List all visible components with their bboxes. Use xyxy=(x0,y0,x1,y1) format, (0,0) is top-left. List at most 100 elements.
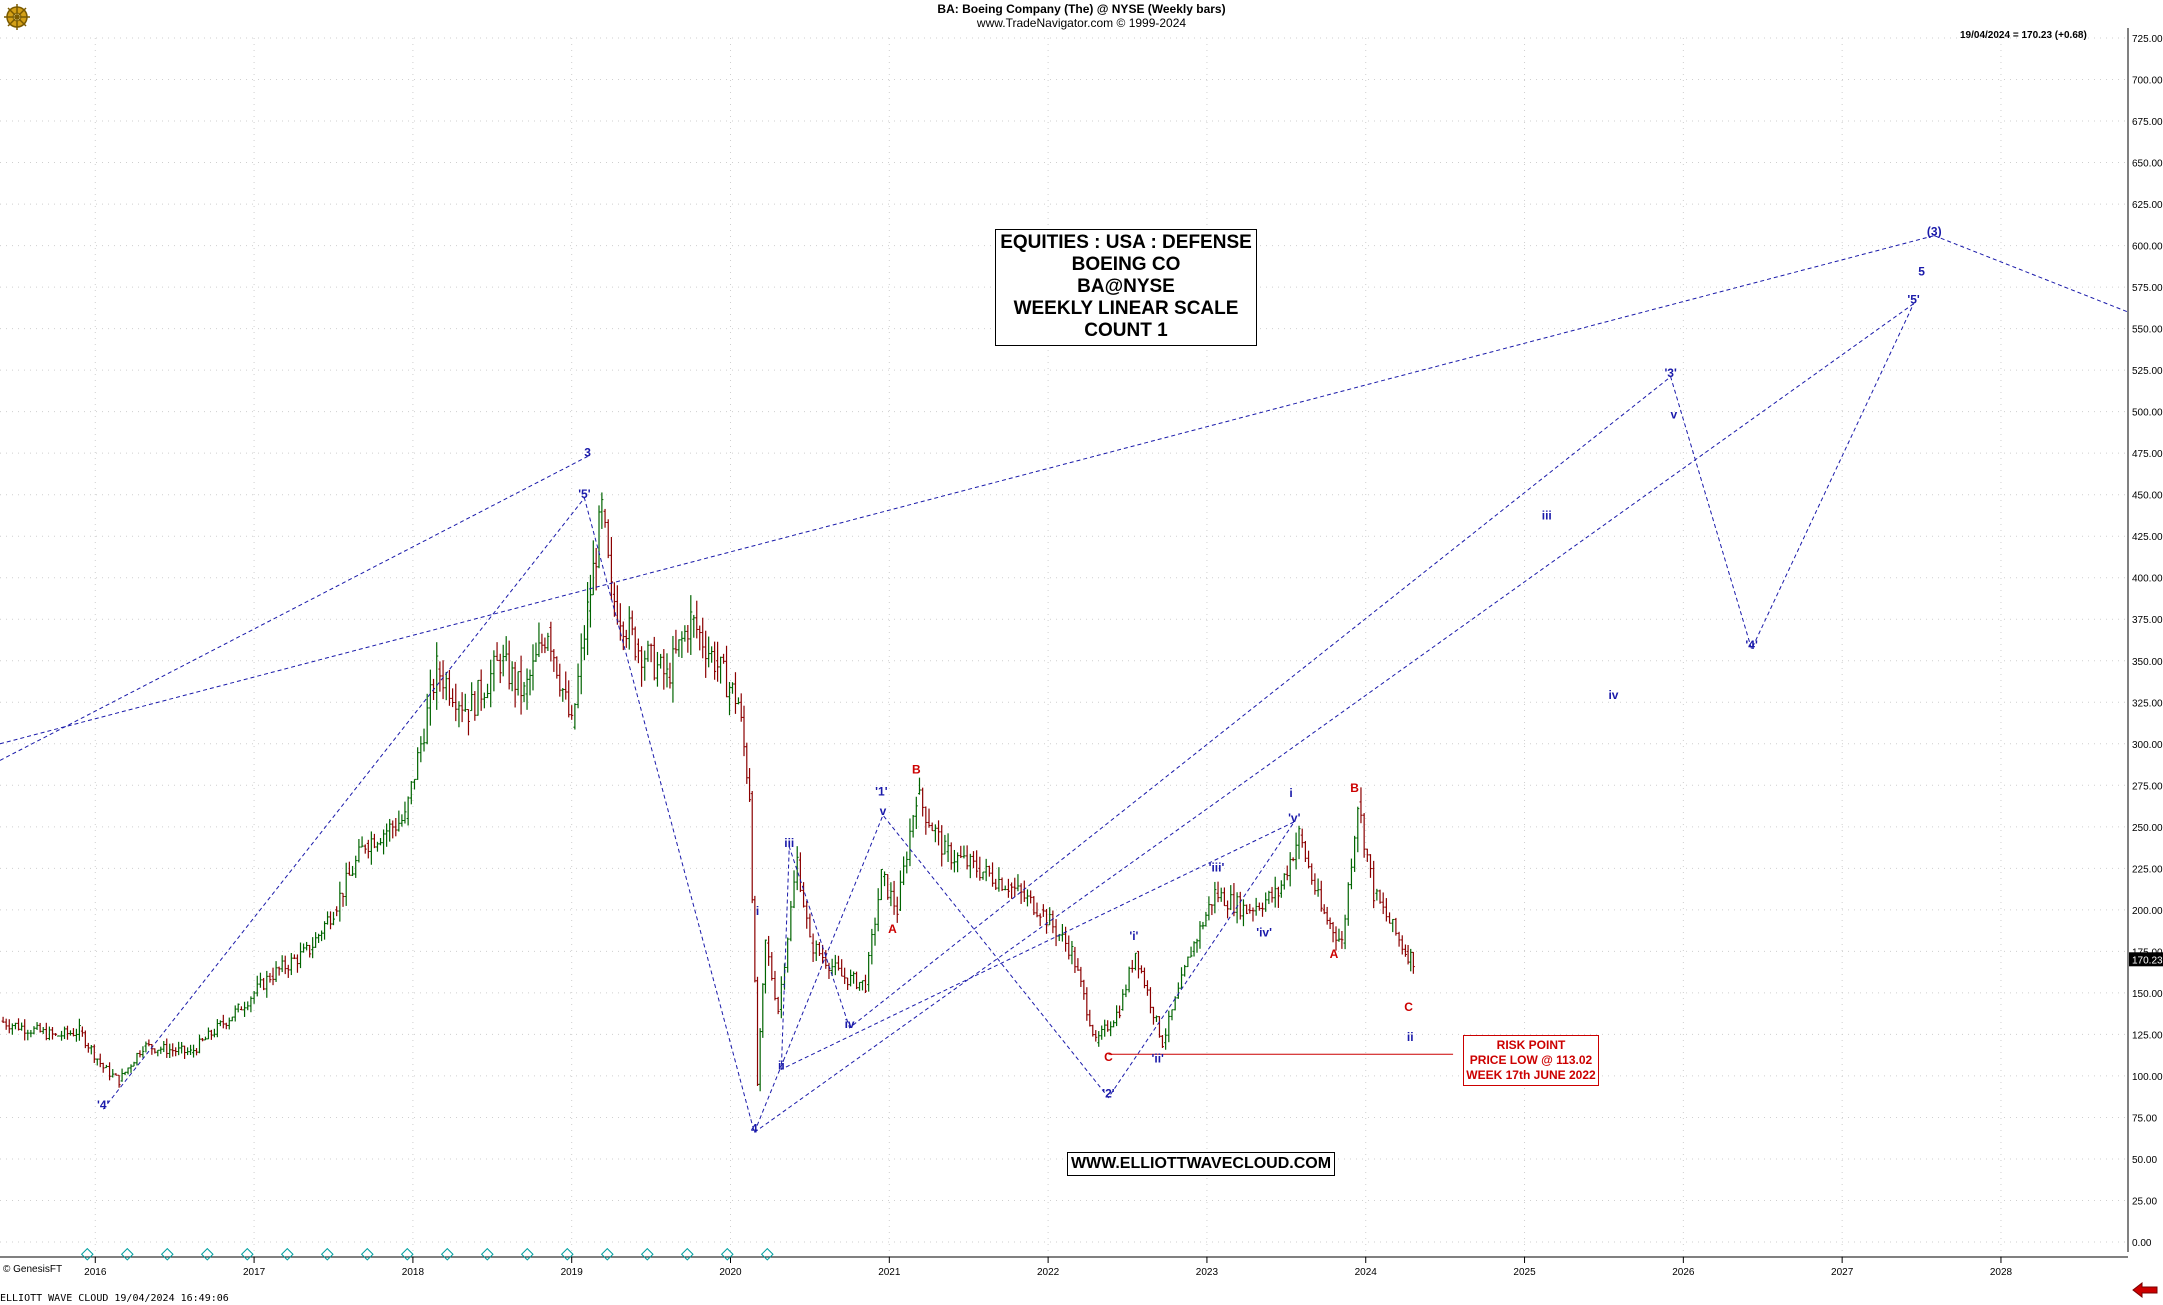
x-tick-label: 2023 xyxy=(1196,1267,1219,1278)
wave-label-blue: '3' xyxy=(1664,366,1677,380)
event-marker-icon xyxy=(720,1247,734,1261)
last-price-tag xyxy=(2129,952,2163,967)
wave-label-red: A xyxy=(888,922,897,936)
x-tick-label: 2021 xyxy=(878,1267,901,1278)
chart-gridlines xyxy=(0,37,2128,1257)
label-line-sector: EQUITIES : USA : DEFENSE xyxy=(1000,232,1252,253)
event-marker-icon xyxy=(360,1247,374,1261)
y-tick-label: 625.00 xyxy=(2132,200,2163,211)
y-tick-label: 75.00 xyxy=(2132,1113,2157,1124)
y-tick-label: 0.00 xyxy=(2132,1238,2152,1249)
wave-label-red: B xyxy=(912,763,921,777)
copyright-line: www.TradeNavigator.com © 1999-2024 xyxy=(976,16,1187,30)
event-marker-icon xyxy=(640,1247,654,1261)
footer-timestamp: ELLIOTT WAVE CLOUD 19/04/2024 16:49:06 xyxy=(0,1293,229,1304)
event-marker-icon xyxy=(200,1247,214,1261)
y-tick-label: 650.00 xyxy=(2132,159,2163,170)
y-tick-label: 575.00 xyxy=(2132,283,2163,294)
label-line-company: BOEING CO xyxy=(1071,254,1181,275)
wave-label-blue: i xyxy=(756,904,759,918)
x-tick-label: 2020 xyxy=(719,1267,742,1278)
wave-label-red: C xyxy=(1104,1050,1113,1064)
y-tick-label: 400.00 xyxy=(2132,574,2163,585)
risk-price: PRICE LOW @ 113.02 xyxy=(1469,1053,1593,1067)
wave-label-blue: '4' xyxy=(97,1098,110,1112)
event-marker-icon xyxy=(760,1247,774,1261)
risk-week: WEEK 17th JUNE 2022 xyxy=(1466,1068,1596,1082)
wave-label-blue: 4 xyxy=(751,1121,758,1135)
wave-label-blue: 'i' xyxy=(1129,929,1138,943)
label-line-scale: WEEKLY LINEAR SCALE xyxy=(1013,298,1239,319)
y-tick-label: 550.00 xyxy=(2132,325,2163,336)
y-tick-label: 675.00 xyxy=(2132,117,2163,128)
wave-label-blue: ii xyxy=(778,1058,785,1072)
y-tick-label: 600.00 xyxy=(2132,242,2163,253)
wave-label-blue: 5 xyxy=(1918,264,1925,278)
y-tick-label: 450.00 xyxy=(2132,491,2163,502)
ship-wheel-logo-icon[interactable] xyxy=(2,2,32,32)
wave-label-blue: iv xyxy=(845,1017,855,1031)
event-marker-icon xyxy=(120,1247,134,1261)
event-marker-icon xyxy=(480,1247,494,1261)
event-marker-icon xyxy=(240,1247,254,1261)
y-tick-label: 325.00 xyxy=(2132,698,2163,709)
wave-label-blue: ii xyxy=(1407,1030,1414,1044)
y-tick-label: 100.00 xyxy=(2132,1072,2163,1083)
event-marker-icon xyxy=(280,1247,294,1261)
scroll-left-arrow-icon[interactable] xyxy=(2131,1282,2159,1298)
event-marker-icon xyxy=(320,1247,334,1261)
wave-label-blue: v xyxy=(880,804,887,818)
y-tick-label: 150.00 xyxy=(2132,989,2163,1000)
y-tick-label: 475.00 xyxy=(2132,449,2163,460)
event-marker-icon xyxy=(680,1247,694,1261)
y-tick-label: 725.00 xyxy=(2132,34,2163,45)
wave-label-blue: 'iii' xyxy=(1209,861,1225,875)
risk-point-box: RISK POINT PRICE LOW @ 113.02 WEEK 17th … xyxy=(1463,1035,1599,1086)
x-tick-label: 2025 xyxy=(1513,1267,1536,1278)
wave-labels: '4'3'5'i4iiiiiiv'1'v'i''ii''2''iii''iv''… xyxy=(97,225,1942,1136)
y-tick-label: 425.00 xyxy=(2132,532,2163,543)
x-tick-label: 2022 xyxy=(1037,1267,1060,1278)
instrument-label-box: EQUITIES : USA : DEFENSE BOEING CO BA@NY… xyxy=(995,229,1257,346)
y-tick-label: 225.00 xyxy=(2132,864,2163,875)
x-tick-label: 2019 xyxy=(561,1267,584,1278)
x-tick-label: 2016 xyxy=(84,1267,107,1278)
wave-label-red: B xyxy=(1350,781,1359,795)
trend-line-base xyxy=(754,303,1914,1133)
y-tick-label: 200.00 xyxy=(2132,906,2163,917)
wave-label-blue: iii xyxy=(1542,509,1552,523)
y-tick-label: 50.00 xyxy=(2132,1155,2157,1166)
event-marker-icon xyxy=(400,1247,414,1261)
website-banner: WWW.ELLIOTTWAVECLOUD.COM xyxy=(1067,1152,1335,1176)
y-tick-label: 275.00 xyxy=(2132,781,2163,792)
y-tick-label: 375.00 xyxy=(2132,615,2163,626)
label-line-count: COUNT 1 xyxy=(1084,320,1168,341)
event-marker-icon xyxy=(600,1247,614,1261)
wave-label-blue: 3 xyxy=(584,445,591,459)
wave-label-blue: '2' xyxy=(1102,1087,1115,1101)
wave-label-blue: 'v' xyxy=(1288,811,1301,825)
last-price-label: 170.23 xyxy=(2132,955,2163,966)
y-tick-label: 500.00 xyxy=(2132,408,2163,419)
data-credit: © GenesisFT xyxy=(3,1264,63,1275)
x-tick-label: 2017 xyxy=(243,1267,266,1278)
event-marker-icon xyxy=(160,1247,174,1261)
wave-projection-lines xyxy=(0,235,2129,1134)
y-tick-label: 25.00 xyxy=(2132,1196,2157,1207)
chart-axes: 0.0025.0050.0075.00100.00125.00150.00175… xyxy=(0,28,2163,1278)
wave-label-blue: '4' xyxy=(1745,638,1758,652)
y-tick-label: 125.00 xyxy=(2132,1030,2163,1041)
y-tick-label: 300.00 xyxy=(2132,740,2163,751)
wave-label-red: A xyxy=(1330,947,1339,961)
last-quote-readout: 19/04/2024 = 170.23 (+0.68) xyxy=(1960,30,2087,41)
y-tick-label: 700.00 xyxy=(2132,76,2163,87)
wave-label-blue: iii xyxy=(784,836,794,850)
y-tick-label: 350.00 xyxy=(2132,657,2163,668)
wave-path-line xyxy=(102,303,1915,1134)
y-tick-label: 250.00 xyxy=(2132,823,2163,834)
event-marker-icon xyxy=(80,1247,94,1261)
x-tick-label: 2018 xyxy=(402,1267,425,1278)
label-line-symbol: BA@NYSE xyxy=(1077,276,1175,297)
wave-label-blue: i xyxy=(1289,786,1292,800)
